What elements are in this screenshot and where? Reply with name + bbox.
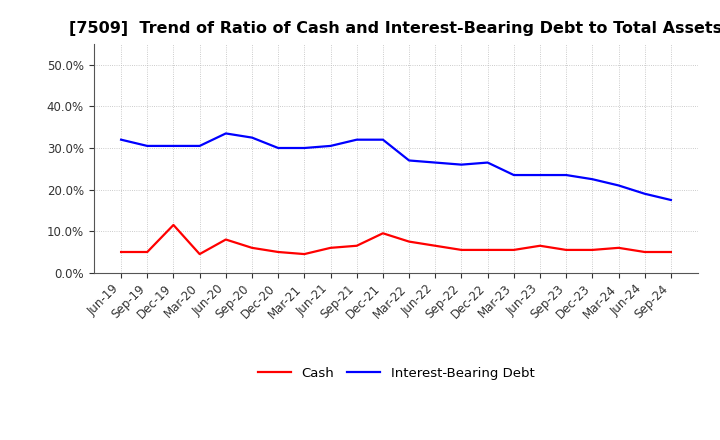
Interest-Bearing Debt [562,172,570,178]
Cash [169,222,178,227]
Interest-Bearing Debt [352,137,361,142]
Cash [117,249,125,255]
Cash [274,249,282,255]
Interest-Bearing Debt [405,158,413,163]
Interest-Bearing Debt [300,145,309,150]
Interest-Bearing Debt [169,143,178,149]
Interest-Bearing Debt [379,137,387,142]
Cash [405,239,413,244]
Title: [7509]  Trend of Ratio of Cash and Interest-Bearing Debt to Total Assets: [7509] Trend of Ratio of Cash and Intere… [69,21,720,36]
Interest-Bearing Debt [326,143,335,149]
Cash [143,249,152,255]
Interest-Bearing Debt [431,160,440,165]
Interest-Bearing Debt [195,143,204,149]
Interest-Bearing Debt [143,143,152,149]
Interest-Bearing Debt [640,191,649,196]
Interest-Bearing Debt [483,160,492,165]
Interest-Bearing Debt [510,172,518,178]
Interest-Bearing Debt [536,172,544,178]
Interest-Bearing Debt [457,162,466,167]
Interest-Bearing Debt [117,137,125,142]
Cash [431,243,440,249]
Interest-Bearing Debt [274,145,282,150]
Cash [483,247,492,253]
Cash [379,231,387,236]
Cash [326,245,335,250]
Interest-Bearing Debt [248,135,256,140]
Line: Cash: Cash [121,225,671,254]
Cash [457,247,466,253]
Line: Interest-Bearing Debt: Interest-Bearing Debt [121,133,671,200]
Interest-Bearing Debt [222,131,230,136]
Cash [667,249,675,255]
Cash [248,245,256,250]
Cash [510,247,518,253]
Cash [300,251,309,257]
Interest-Bearing Debt [667,198,675,203]
Cash [614,245,623,250]
Cash [352,243,361,249]
Legend: Cash, Interest-Bearing Debt: Cash, Interest-Bearing Debt [252,362,540,385]
Interest-Bearing Debt [614,183,623,188]
Interest-Bearing Debt [588,176,597,182]
Cash [195,251,204,257]
Cash [222,237,230,242]
Cash [562,247,570,253]
Cash [588,247,597,253]
Cash [640,249,649,255]
Cash [536,243,544,249]
